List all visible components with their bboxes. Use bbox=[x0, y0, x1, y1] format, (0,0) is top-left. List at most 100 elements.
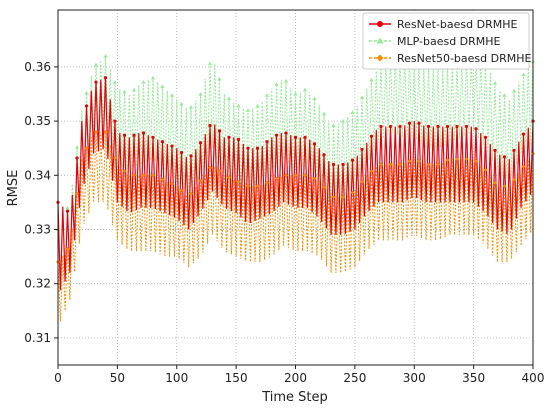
series-marker bbox=[350, 110, 355, 115]
series-marker bbox=[65, 209, 70, 213]
series-marker bbox=[379, 124, 383, 129]
series-marker bbox=[322, 153, 326, 157]
series-marker bbox=[265, 140, 269, 144]
series-marker bbox=[388, 162, 393, 167]
series-marker bbox=[94, 62, 98, 67]
series-marker bbox=[493, 180, 497, 185]
series-marker bbox=[502, 155, 507, 159]
series-marker bbox=[331, 123, 336, 128]
series-marker bbox=[255, 146, 260, 150]
series-marker bbox=[303, 135, 307, 139]
series-marker bbox=[94, 129, 98, 134]
series-marker bbox=[493, 148, 497, 152]
y-tick-label: 0.35 bbox=[24, 114, 51, 128]
series-marker bbox=[293, 92, 298, 96]
series-marker bbox=[445, 124, 450, 129]
series-marker bbox=[388, 124, 393, 129]
series-marker bbox=[265, 93, 269, 97]
series-marker bbox=[293, 173, 298, 178]
series-marker bbox=[94, 80, 98, 84]
legend: ResNet-baesd DRMHE MLP-baesd DRMHE ResNe… bbox=[362, 12, 531, 70]
series-marker bbox=[170, 93, 174, 97]
series-marker bbox=[417, 121, 421, 125]
series-marker bbox=[141, 131, 146, 135]
series-marker bbox=[426, 162, 431, 167]
series-marker bbox=[75, 191, 79, 196]
series-marker bbox=[360, 95, 364, 99]
series-marker bbox=[227, 135, 231, 139]
series-marker bbox=[246, 184, 250, 189]
x-axis-ticks: 0 50 100 150 200 250 300 350 400 bbox=[54, 365, 544, 385]
series-marker bbox=[217, 129, 222, 133]
series-marker bbox=[132, 87, 136, 92]
x-axis-label: Time Step bbox=[261, 390, 328, 405]
series-marker bbox=[455, 157, 459, 162]
series-marker bbox=[293, 135, 298, 139]
series-marker bbox=[417, 159, 421, 164]
series-marker bbox=[179, 101, 184, 106]
y-axis-label: RMSE bbox=[6, 170, 21, 207]
y-tick-label: 0.36 bbox=[24, 60, 51, 74]
series-marker bbox=[350, 158, 355, 162]
series-marker bbox=[512, 177, 516, 182]
y-tick-label: 0.34 bbox=[24, 168, 51, 182]
series-marker bbox=[407, 121, 412, 125]
series-marker bbox=[160, 177, 165, 182]
series-marker bbox=[521, 72, 526, 77]
series-marker bbox=[208, 61, 212, 66]
y-axis-ticks: 0.31 0.32 0.33 0.34 0.35 0.36 bbox=[24, 60, 58, 345]
series-marker bbox=[217, 76, 222, 81]
x-tick-label: 50 bbox=[110, 371, 125, 385]
series-marker bbox=[189, 154, 193, 158]
series-marker bbox=[284, 173, 288, 178]
series-marker bbox=[84, 146, 89, 151]
series-marker bbox=[455, 124, 459, 129]
series-marker bbox=[312, 142, 317, 146]
series-marker bbox=[189, 105, 193, 109]
series-marker bbox=[341, 119, 345, 123]
x-tick-label: 100 bbox=[165, 371, 188, 385]
series-marker bbox=[122, 168, 127, 173]
series-marker bbox=[103, 54, 108, 58]
series-marker bbox=[179, 150, 184, 155]
series-marker bbox=[236, 137, 241, 142]
series-marker bbox=[512, 88, 516, 93]
series-marker bbox=[198, 141, 203, 145]
series-marker bbox=[265, 180, 269, 185]
x-tick-label: 300 bbox=[403, 371, 426, 385]
series-marker bbox=[474, 159, 478, 164]
series-marker bbox=[369, 77, 374, 82]
series-marker bbox=[151, 75, 155, 80]
legend-entry-mlp: MLP-baesd DRMHE bbox=[369, 35, 501, 48]
series-marker bbox=[75, 156, 79, 160]
series-marker bbox=[208, 165, 212, 170]
series-marker bbox=[312, 96, 317, 100]
x-tick-label: 200 bbox=[284, 371, 307, 385]
x-tick-label: 250 bbox=[343, 371, 366, 385]
series-marker bbox=[436, 124, 440, 129]
series-marker bbox=[198, 92, 203, 96]
y-tick-label: 0.33 bbox=[24, 223, 51, 237]
series-marker bbox=[483, 167, 488, 172]
series-marker bbox=[274, 176, 279, 181]
series-marker bbox=[141, 173, 146, 178]
series-0 bbox=[56, 54, 535, 271]
series-marker bbox=[274, 133, 279, 137]
series-marker bbox=[502, 184, 507, 189]
legend-marker-mlp bbox=[376, 37, 384, 44]
series-marker bbox=[132, 173, 136, 178]
series-marker bbox=[341, 162, 345, 167]
series-marker bbox=[274, 82, 279, 86]
series-marker bbox=[170, 144, 174, 148]
legend-box bbox=[362, 12, 530, 70]
series-marker bbox=[398, 162, 402, 167]
series-marker bbox=[246, 108, 250, 112]
x-tick-label: 400 bbox=[522, 371, 545, 385]
series-marker bbox=[189, 191, 193, 196]
legend-marker-resnet bbox=[377, 21, 383, 27]
series-marker bbox=[341, 194, 345, 199]
series-marker bbox=[75, 145, 79, 149]
series-marker bbox=[284, 79, 288, 83]
series-marker bbox=[179, 188, 184, 193]
